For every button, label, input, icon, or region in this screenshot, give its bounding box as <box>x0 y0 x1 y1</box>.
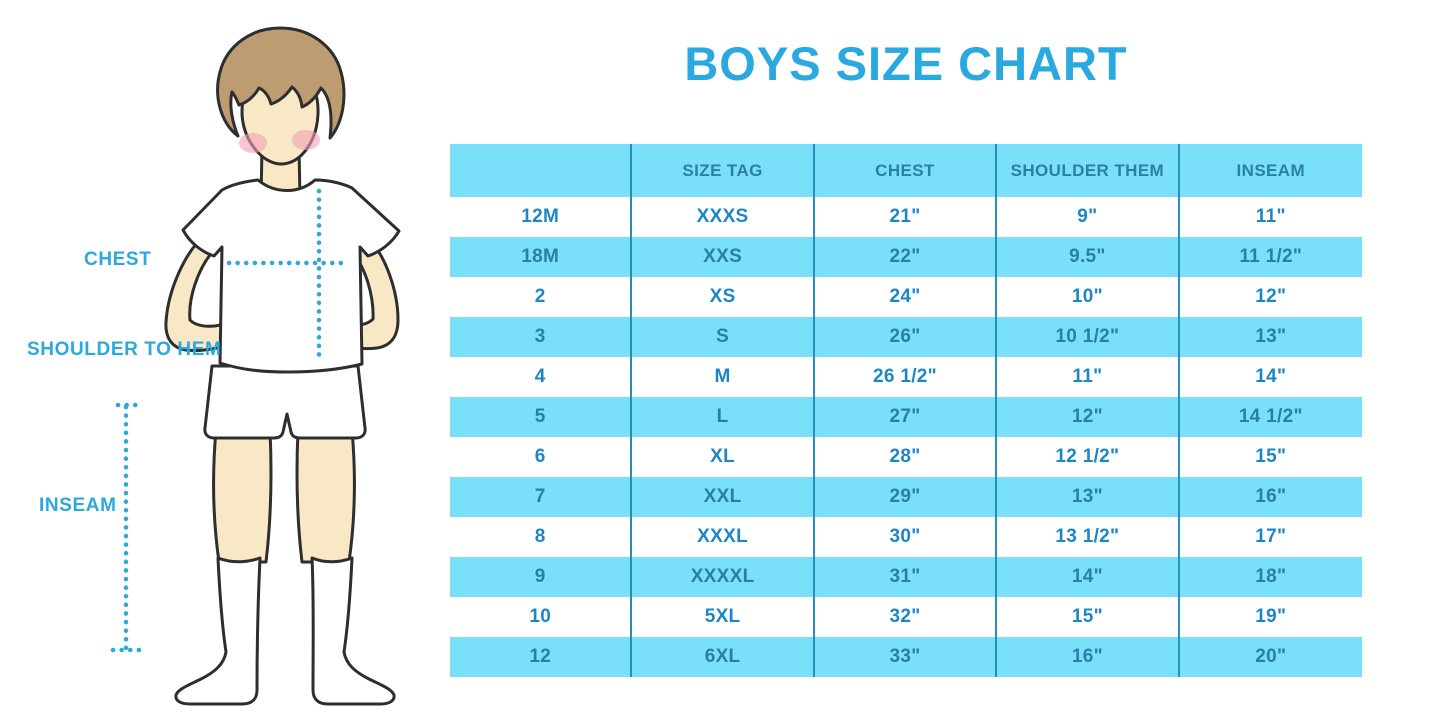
table-cell: XL <box>632 437 815 477</box>
left-leg <box>212 428 273 564</box>
table-cell: 12M <box>450 197 633 237</box>
table-cell: 12" <box>997 397 1180 437</box>
hair <box>216 26 346 140</box>
table-cell: 31" <box>814 557 998 597</box>
table-cell: 24" <box>814 277 998 317</box>
table-row: 4 M 26 1/2" 11" 14" <box>450 357 1362 397</box>
table-cell: 10 <box>450 597 633 637</box>
table-cell: 12 1/2" <box>997 437 1180 477</box>
shoulder-to-hem-label: SHOULDER TO HEM <box>27 339 222 360</box>
shorts <box>203 364 367 440</box>
table-cell: XXXXL <box>632 557 815 597</box>
right-sock <box>310 556 396 706</box>
table-cell: 13" <box>1179 317 1362 357</box>
table-row: 6 XL 28" 12 1/2" 15" <box>450 437 1362 477</box>
table-cell: 19" <box>1179 597 1362 637</box>
table-cell: 26 1/2" <box>814 357 998 397</box>
table-cell: 10" <box>997 277 1180 317</box>
size-table-body: 12M XXXS 21" 9" 11" 18M XXS 22" 9.5" 11 1/2" 2 XS 24… <box>450 197 1362 677</box>
table-cell: 14 1/2" <box>1179 397 1362 437</box>
table-cell: 2 <box>450 277 633 317</box>
right-cheek-blush <box>292 130 320 150</box>
header-cell-empty <box>450 144 633 197</box>
header-cell-shoulder-hem: SHOULDER THEM <box>997 144 1180 197</box>
table-cell: 32" <box>814 597 998 637</box>
size-table: SIZE TAG CHEST SHOULDER THEM INSEAM 12M X… <box>450 144 1362 677</box>
table-cell: 9 <box>450 557 633 597</box>
header-cell-inseam: INSEAM <box>1179 144 1362 197</box>
left-cheek-blush <box>239 133 267 153</box>
table-row: 8 XXXL 30" 13 1/2" 17" <box>450 517 1362 557</box>
boy-measurement-illustration <box>110 26 401 706</box>
table-cell: 12 <box>450 637 633 677</box>
table-cell: 13 1/2" <box>997 517 1180 557</box>
table-cell: 20" <box>1179 637 1362 677</box>
table-header-row: SIZE TAG CHEST SHOULDER THEM INSEAM <box>450 144 1362 197</box>
table-cell: XXXL <box>632 517 815 557</box>
header-cell-chest: CHEST <box>814 144 998 197</box>
table-row: 7 XXL 29" 13" 16" <box>450 477 1362 517</box>
table-cell: 4 <box>450 357 633 397</box>
table-cell: 11" <box>997 357 1180 397</box>
header-cell-size-tag: SIZE TAG <box>632 144 815 197</box>
table-cell: 15" <box>1179 437 1362 477</box>
table-cell: 16" <box>1179 477 1362 517</box>
page-title: BOYS SIZE CHART <box>684 37 1128 90</box>
table-cell: XS <box>632 277 815 317</box>
table-cell: L <box>632 397 815 437</box>
table-row: 5 L 27" 12" 14 1/2" <box>450 397 1362 437</box>
table-cell: 6 <box>450 437 633 477</box>
table-cell: 14" <box>997 557 1180 597</box>
right-leg <box>295 428 356 564</box>
table-cell: 7 <box>450 477 633 517</box>
table-cell: 30" <box>814 517 998 557</box>
table-row: 10 5XL 32" 15" 19" <box>450 597 1362 637</box>
table-cell: 33" <box>814 637 998 677</box>
table-cell: XXS <box>632 237 815 277</box>
table-cell: M <box>632 357 815 397</box>
t-shirt <box>181 178 401 374</box>
table-cell: 6XL <box>632 637 815 677</box>
table-cell: 21" <box>814 197 998 237</box>
table-row: 3 S 26" 10 1/2" 13" <box>450 317 1362 357</box>
table-cell: 11 1/2" <box>1179 237 1362 277</box>
table-cell: 26" <box>814 317 998 357</box>
table-cell: 17" <box>1179 517 1362 557</box>
table-cell: 9" <box>997 197 1180 237</box>
table-row: 12M XXXS 21" 9" 11" <box>450 197 1362 237</box>
table-cell: 9.5" <box>997 237 1180 277</box>
table-cell: 15" <box>997 597 1180 637</box>
table-cell: 18" <box>1179 557 1362 597</box>
table-cell: 29" <box>814 477 998 517</box>
table-row: 18M XXS 22" 9.5" 11 1/2" <box>450 237 1362 277</box>
table-row: 2 XS 24" 10" 12" <box>450 277 1362 317</box>
table-cell: 11" <box>1179 197 1362 237</box>
table-cell: 12" <box>1179 277 1362 317</box>
table-cell: 5 <box>450 397 633 437</box>
table-cell: 3 <box>450 317 633 357</box>
table-cell: 14" <box>1179 357 1362 397</box>
chest-label: CHEST <box>84 249 152 270</box>
table-row: 9 XXXXL 31" 14" 18" <box>450 557 1362 597</box>
table-cell: XXXS <box>632 197 815 237</box>
table-cell: 22" <box>814 237 998 277</box>
left-arm <box>164 233 238 352</box>
table-cell: XXL <box>632 477 815 517</box>
table-cell: 5XL <box>632 597 815 637</box>
table-cell: 8 <box>450 517 633 557</box>
table-cell: S <box>632 317 815 357</box>
table-cell: 28" <box>814 437 998 477</box>
inseam-label: INSEAM <box>39 495 117 516</box>
table-cell: 18M <box>450 237 633 277</box>
table-cell: 10 1/2" <box>997 317 1180 357</box>
table-cell: 13" <box>997 477 1180 517</box>
table-row: 12 6XL 33" 16" 20" <box>450 637 1362 677</box>
table-cell: 27" <box>814 397 998 437</box>
table-cell: 16" <box>997 637 1180 677</box>
left-sock <box>174 556 262 706</box>
